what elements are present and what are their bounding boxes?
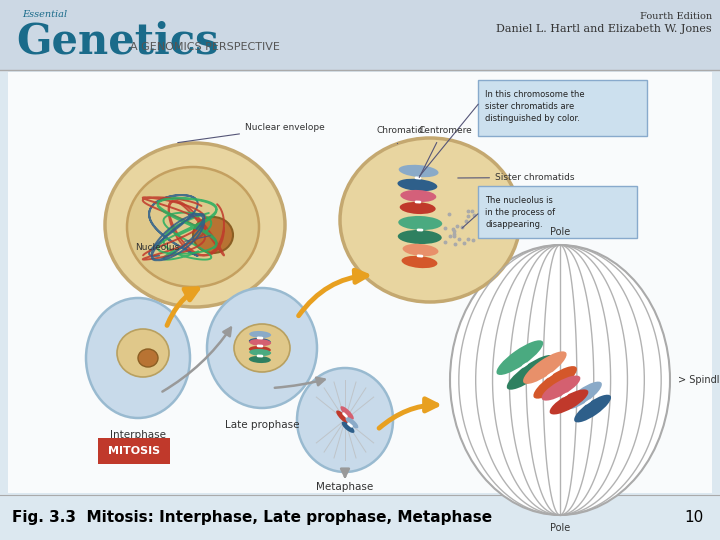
Ellipse shape bbox=[249, 346, 271, 353]
Ellipse shape bbox=[549, 389, 588, 415]
Ellipse shape bbox=[397, 179, 437, 191]
Ellipse shape bbox=[336, 410, 350, 424]
Ellipse shape bbox=[574, 395, 611, 422]
Ellipse shape bbox=[342, 422, 354, 433]
Ellipse shape bbox=[117, 329, 169, 377]
Ellipse shape bbox=[127, 167, 259, 287]
Ellipse shape bbox=[86, 298, 190, 418]
Text: 10: 10 bbox=[685, 510, 704, 525]
Ellipse shape bbox=[534, 366, 577, 399]
Ellipse shape bbox=[249, 331, 271, 338]
Text: The nucleolus is: The nucleolus is bbox=[485, 196, 553, 205]
Text: distinguished by color.: distinguished by color. bbox=[485, 114, 580, 123]
FancyBboxPatch shape bbox=[98, 438, 170, 464]
Ellipse shape bbox=[249, 339, 271, 346]
Text: A GENOMICS PERSPECTIVE: A GENOMICS PERSPECTIVE bbox=[130, 42, 280, 52]
Text: Pole: Pole bbox=[550, 523, 570, 533]
Ellipse shape bbox=[402, 256, 438, 268]
Ellipse shape bbox=[346, 417, 359, 428]
Text: Nucleolus: Nucleolus bbox=[135, 235, 210, 252]
Text: > Spindle: > Spindle bbox=[678, 375, 720, 385]
Text: Fourth Edition: Fourth Edition bbox=[640, 12, 712, 21]
Ellipse shape bbox=[400, 190, 436, 202]
Text: in the process of: in the process of bbox=[485, 208, 555, 217]
Text: MITOSIS: MITOSIS bbox=[108, 446, 160, 456]
Text: In this chromosome the: In this chromosome the bbox=[485, 90, 585, 99]
Ellipse shape bbox=[105, 143, 285, 307]
Ellipse shape bbox=[341, 406, 354, 420]
Ellipse shape bbox=[507, 355, 554, 390]
Text: Genetics: Genetics bbox=[16, 20, 219, 62]
Ellipse shape bbox=[249, 338, 271, 345]
Text: Late prophase: Late prophase bbox=[225, 420, 300, 430]
Ellipse shape bbox=[398, 216, 442, 230]
Text: Metaphase: Metaphase bbox=[316, 482, 374, 492]
Text: Interphase: Interphase bbox=[110, 430, 166, 440]
Text: Fig. 3.3  Mitosis: Interphase, Late prophase, Metaphase: Fig. 3.3 Mitosis: Interphase, Late proph… bbox=[12, 510, 492, 525]
Ellipse shape bbox=[399, 165, 438, 177]
FancyBboxPatch shape bbox=[478, 80, 647, 136]
Ellipse shape bbox=[249, 356, 271, 363]
Text: Centromere: Centromere bbox=[418, 126, 472, 135]
Ellipse shape bbox=[565, 382, 602, 409]
Ellipse shape bbox=[450, 245, 670, 515]
Ellipse shape bbox=[297, 368, 393, 472]
Bar bbox=[8, 72, 712, 493]
Ellipse shape bbox=[193, 217, 233, 253]
Ellipse shape bbox=[138, 349, 158, 367]
Text: Daniel L. Hartl and Elizabeth W. Jones: Daniel L. Hartl and Elizabeth W. Jones bbox=[496, 24, 712, 34]
Text: disappearing.: disappearing. bbox=[485, 220, 543, 229]
Text: Essential: Essential bbox=[22, 10, 67, 19]
Ellipse shape bbox=[402, 244, 438, 256]
Ellipse shape bbox=[234, 324, 290, 372]
Ellipse shape bbox=[207, 288, 317, 408]
Text: Nuclear envelope: Nuclear envelope bbox=[178, 123, 325, 143]
Ellipse shape bbox=[340, 138, 520, 302]
Ellipse shape bbox=[497, 340, 543, 375]
Ellipse shape bbox=[523, 352, 567, 384]
Text: Pole: Pole bbox=[550, 227, 570, 237]
Ellipse shape bbox=[397, 230, 442, 244]
Ellipse shape bbox=[400, 202, 436, 214]
Bar bbox=[0, 0, 720, 70]
Text: Sister chromatids: Sister chromatids bbox=[458, 173, 575, 182]
Text: sister chromatids are: sister chromatids are bbox=[485, 102, 575, 111]
Text: Chromatid: Chromatid bbox=[377, 126, 423, 135]
Ellipse shape bbox=[249, 349, 271, 356]
Ellipse shape bbox=[541, 375, 580, 401]
Bar bbox=[0, 495, 720, 540]
FancyBboxPatch shape bbox=[478, 186, 637, 238]
